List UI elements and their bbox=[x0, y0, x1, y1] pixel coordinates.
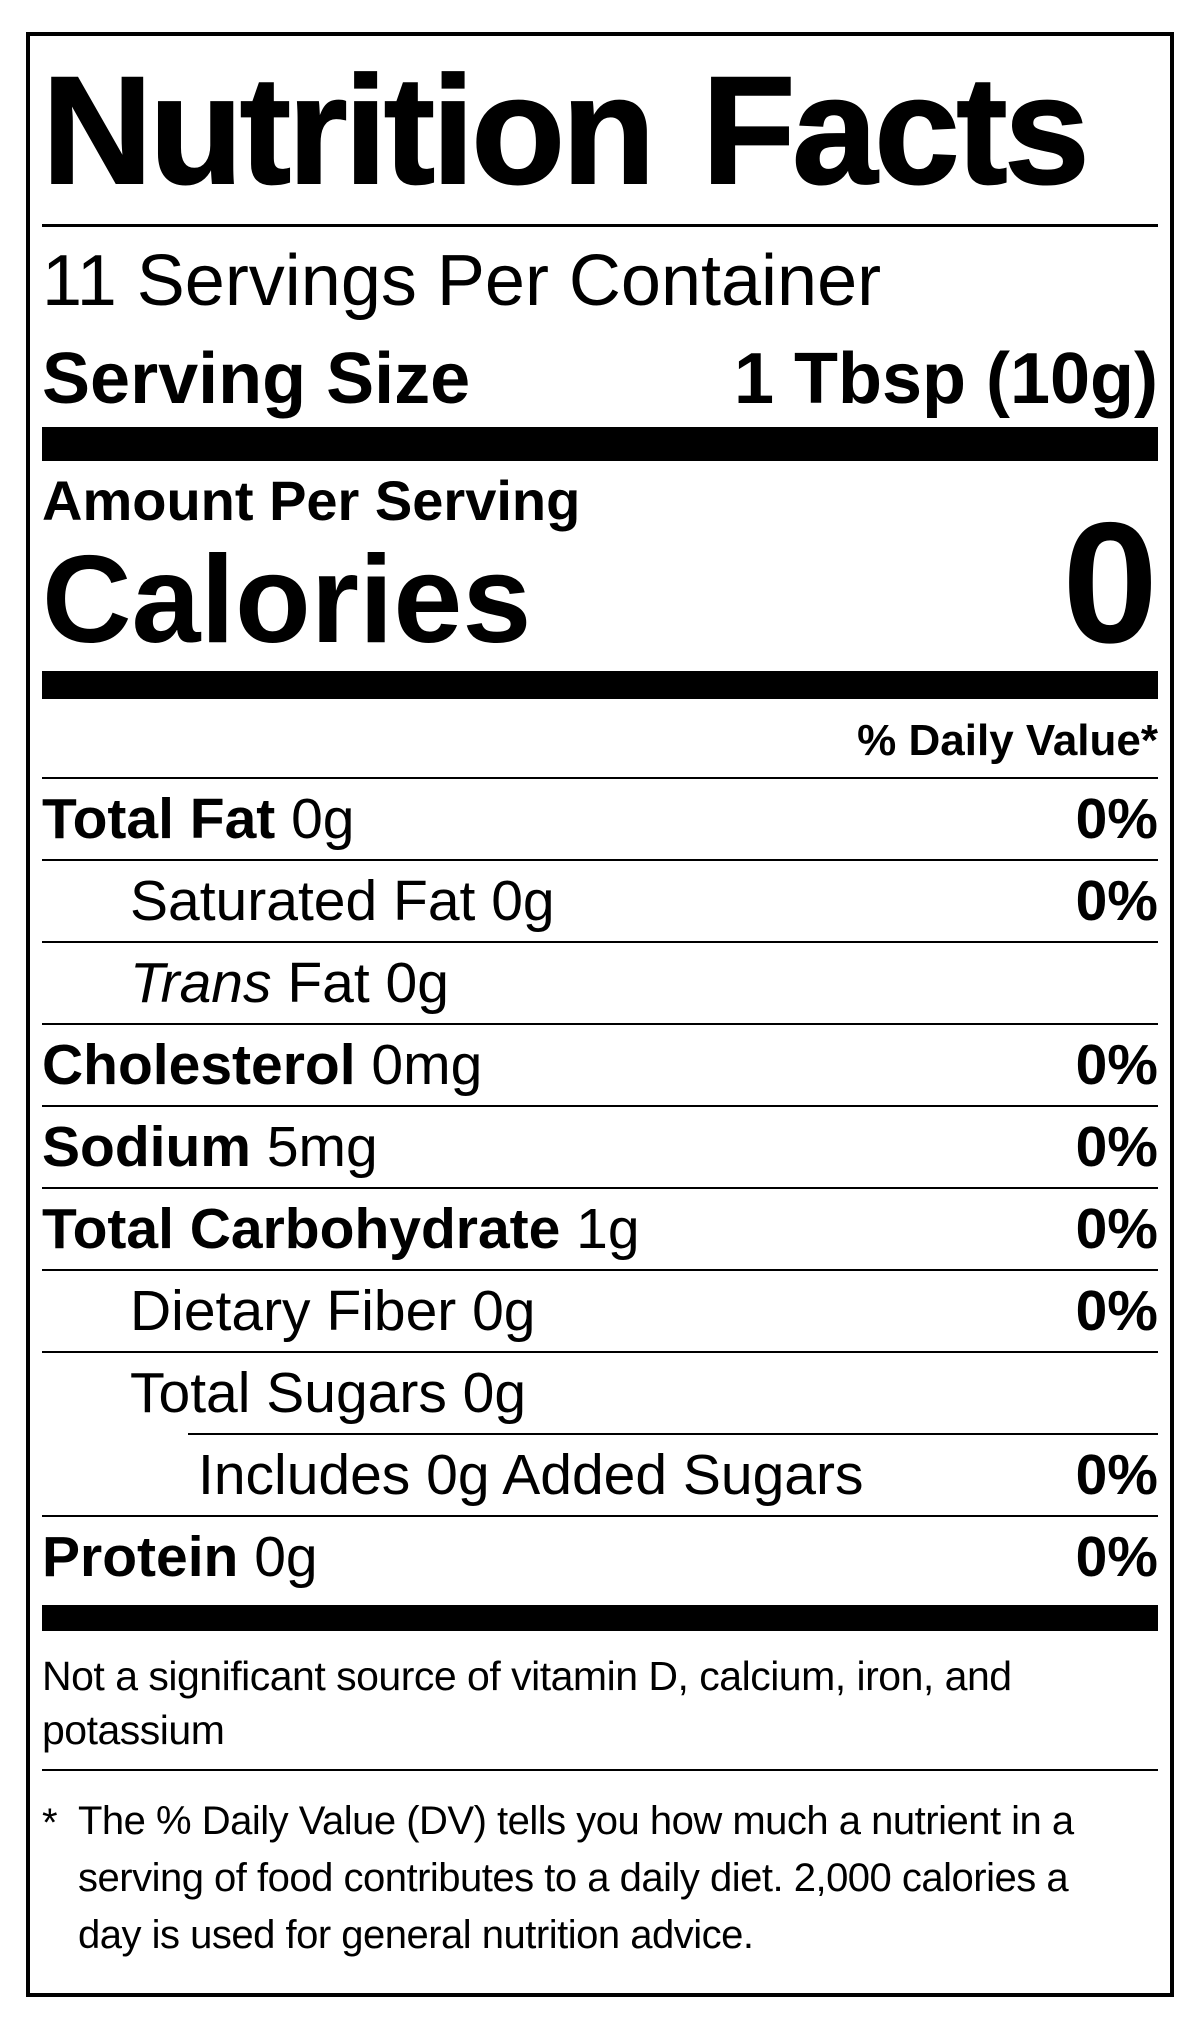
nutrient-daily-value: 0% bbox=[1075, 1524, 1158, 1589]
nutrient-daily-value: 0% bbox=[1075, 1278, 1158, 1343]
row-divider bbox=[42, 941, 1158, 943]
nutrient-row: Trans Fat 0g bbox=[42, 943, 1158, 1023]
nutrient-amount: 1g bbox=[560, 1196, 640, 1261]
nutrient-row: Total Carbohydrate 1g 0% bbox=[42, 1189, 1158, 1269]
nutrient-amount: 0g bbox=[238, 1524, 318, 1589]
serving-size-value: 1 Tbsp (10g) bbox=[733, 339, 1158, 419]
section-bar-top bbox=[42, 427, 1158, 461]
row-divider bbox=[42, 859, 1158, 861]
row-divider bbox=[42, 777, 1158, 779]
footnote: * The % Daily Value (DV) tells you how m… bbox=[42, 1771, 1158, 1964]
section-bar-bottom bbox=[42, 1605, 1158, 1631]
row-divider bbox=[42, 1023, 1158, 1025]
footnote-asterisk: * bbox=[42, 1801, 58, 1845]
nutrient-rows: Total Fat 0g 0% Saturated Fat 0g 0% Trans Fa… bbox=[42, 777, 1158, 1597]
nutrient-amount: 0g bbox=[475, 868, 555, 933]
footnote-divider bbox=[42, 1769, 1158, 1771]
nutrient-daily-value: 0% bbox=[1075, 1114, 1158, 1179]
nutrient-amount: Fat 0g bbox=[271, 950, 449, 1015]
nutrient-row: Sodium 5mg 0% bbox=[42, 1107, 1158, 1187]
row-divider bbox=[42, 1105, 1158, 1107]
nutrient-amount: 5mg bbox=[251, 1114, 378, 1179]
nutrient-name: Trans bbox=[130, 950, 272, 1015]
nutrient-name: Saturated Fat bbox=[130, 868, 476, 933]
not-significant-note: Not a significant source of vitamin D, c… bbox=[42, 1631, 1158, 1769]
nutrient-name: Includes 0g Added Sugars bbox=[198, 1442, 864, 1507]
footnote-line: The % Daily Value (DV) tells you how muc… bbox=[78, 1799, 1074, 1843]
nutrient-row: Dietary Fiber 0g 0% bbox=[42, 1271, 1158, 1351]
daily-value-header: % Daily Value* bbox=[857, 716, 1158, 765]
nutrient-row: Includes 0g Added Sugars 0% bbox=[42, 1435, 1158, 1515]
not-significant-line: potassium bbox=[42, 1707, 225, 1753]
footnote-line: serving of food contributes to a daily d… bbox=[78, 1856, 1069, 1900]
row-divider bbox=[188, 1433, 1158, 1435]
nutrient-daily-value: 0% bbox=[1075, 786, 1158, 851]
nutrient-row: Saturated Fat 0g 0% bbox=[42, 861, 1158, 941]
row-divider bbox=[42, 1351, 1158, 1353]
nutrient-name: Cholesterol bbox=[42, 1032, 356, 1097]
not-significant-line: Not a significant source of vitamin D, c… bbox=[42, 1653, 1012, 1699]
nutrient-row: Cholesterol 0mg 0% bbox=[42, 1025, 1158, 1105]
nutrient-name: Dietary Fiber bbox=[130, 1278, 457, 1343]
nutrient-row: Protein 0g 0% bbox=[42, 1517, 1158, 1597]
nutrient-name: Sodium bbox=[42, 1114, 251, 1179]
nutrient-daily-value: 0% bbox=[1075, 1442, 1158, 1507]
nutrient-name: Protein bbox=[42, 1524, 239, 1589]
nutrient-row: Total Sugars 0g bbox=[42, 1353, 1158, 1433]
serving-size-label: Serving Size bbox=[42, 339, 471, 419]
row-divider bbox=[42, 1269, 1158, 1271]
nutrient-row: Total Fat 0g 0% bbox=[42, 779, 1158, 859]
serving-size-row: Serving Size 1 Tbsp (10g) bbox=[42, 343, 1158, 415]
row-divider bbox=[42, 1187, 1158, 1189]
nutrient-amount: 0g bbox=[456, 1278, 536, 1343]
servings-per-container: 11 Servings Per Container bbox=[42, 241, 882, 321]
nutrient-amount: 0g bbox=[275, 786, 355, 851]
title-block: Nutrition Facts bbox=[41, 36, 1158, 224]
nutrient-name: Total Carbohydrate bbox=[42, 1196, 561, 1261]
nutrient-amount: 0mg bbox=[355, 1032, 483, 1097]
nutrient-name: Total Fat bbox=[42, 786, 276, 851]
calories-row: Calories 0 bbox=[42, 498, 1158, 669]
footnote-line: day is used for general nutrition advice… bbox=[78, 1913, 754, 1957]
section-bar-calories bbox=[42, 671, 1158, 699]
nutrient-amount: 0g bbox=[446, 1360, 527, 1425]
nutrient-daily-value: 0% bbox=[1075, 1196, 1158, 1261]
title-divider bbox=[42, 224, 1158, 227]
label-title: Nutrition Facts bbox=[41, 44, 1091, 216]
calories-label: Calories bbox=[42, 531, 532, 669]
nutrition-facts-label: Nutrition Facts 11 Servings Per Containe… bbox=[26, 32, 1174, 1997]
amount-per-serving: Amount Per Serving bbox=[42, 469, 581, 532]
nutrient-daily-value: 0% bbox=[1075, 1032, 1158, 1097]
nutrient-daily-value: 0% bbox=[1075, 868, 1158, 933]
calories-value: 0 bbox=[1062, 487, 1158, 680]
nutrient-name: Total Sugars bbox=[130, 1360, 447, 1425]
row-divider bbox=[42, 1515, 1158, 1517]
footnote-text: The % Daily Value (DV) tells you how muc… bbox=[78, 1793, 1074, 1964]
